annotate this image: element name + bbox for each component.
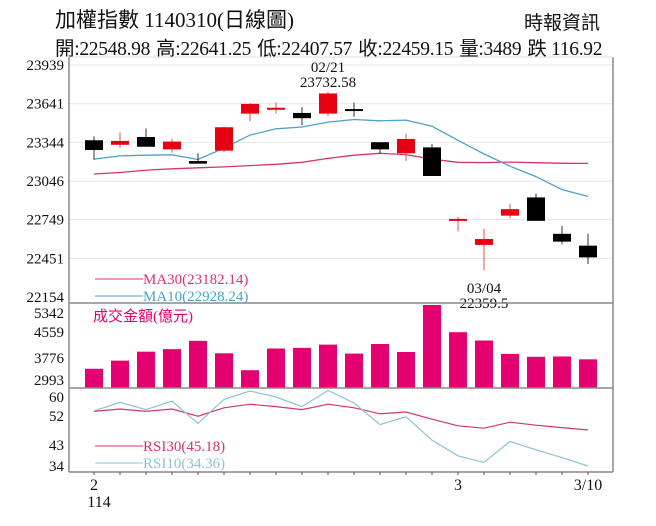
candle-up [215, 127, 233, 151]
x-tick-label: 3 [454, 477, 462, 494]
ma30-legend: MA30(23182.14) [143, 272, 248, 288]
volume-bar [553, 356, 571, 388]
candle-up [163, 141, 181, 150]
price-tick-label: 23939 [27, 58, 65, 74]
volume-bar [189, 340, 207, 388]
volume-tick-label: 2993 [34, 373, 64, 389]
annotation-date: 03/04 [467, 281, 502, 297]
candle-up [449, 218, 467, 221]
rsi-tick-label: 60 [49, 390, 64, 406]
low-value: 低:22407.57 [257, 39, 353, 60]
chart-title: 加權指數 1140310(日線圖) [55, 8, 294, 32]
close-value: 收:22459.15 [358, 39, 454, 60]
rsi30-legend: RSI30(45.18) [143, 439, 225, 455]
candle-down [371, 142, 389, 150]
price-tick-label: 23046 [27, 174, 65, 190]
volume-bar [241, 370, 259, 388]
volume-bar [449, 332, 467, 388]
candle-up [241, 103, 259, 114]
volume-bar [111, 360, 129, 388]
volume-bar [137, 351, 155, 388]
annotation-date: 02/21 [311, 60, 345, 76]
volume-bar [397, 351, 415, 388]
candle-up [267, 107, 285, 110]
candle-down [527, 197, 545, 221]
source-label: 時報資訊 [524, 13, 601, 34]
ma10-legend: MA10(22928.24) [143, 289, 248, 305]
volume-bar [163, 349, 181, 388]
candle-up [501, 209, 519, 216]
candle-down [293, 112, 311, 119]
annotation-value: 23732.58 [300, 75, 356, 91]
x-year-label: 114 [87, 494, 110, 511]
ma30-line [93, 152, 589, 175]
volume-bar [293, 347, 311, 388]
candle-up [397, 138, 415, 154]
price-tick-label: 22451 [27, 251, 65, 267]
candle-down [189, 161, 207, 164]
open-value: 開:22548.98 [55, 39, 151, 60]
rsi-tick-label: 52 [49, 409, 64, 425]
candle-up [475, 239, 493, 245]
volume-value: 量:3489 [459, 39, 522, 60]
candle-up [111, 140, 129, 145]
volume-bar [501, 353, 519, 388]
price-tick-label: 22749 [27, 213, 65, 229]
rsi10-line [93, 389, 589, 467]
volume-bar [423, 305, 441, 388]
volume-bar [267, 348, 285, 388]
volume-bar [319, 344, 337, 388]
change-value: 跌 116.92 [527, 39, 603, 60]
candle-down [423, 147, 441, 176]
candle-down [137, 137, 155, 147]
x-tick-label: 2 [90, 477, 98, 494]
rsi-tick-label: 34 [49, 459, 65, 475]
volume-tick-label: 5342 [34, 306, 64, 322]
rsi-panel: 60 52 43 34 RSI30(45.18)RSI10(34.36) [49, 389, 589, 475]
price-tick-label: 22154 [27, 290, 65, 306]
volume-bar [475, 340, 493, 388]
volume-bar [215, 353, 233, 388]
candle-down [553, 233, 571, 242]
volume-bar [527, 356, 545, 388]
annotation-value: 22359.5 [460, 296, 509, 312]
volume-bar [345, 353, 363, 388]
rsi30-line [93, 403, 589, 431]
rsi10-legend: RSI10(34.36) [143, 456, 225, 472]
volume-tick-label: 3776 [34, 351, 65, 367]
volume-panel: 5342 4559 3776 2993 成交金額(億元) [34, 305, 597, 389]
candle-down [579, 245, 597, 258]
price-panel: 23939 23641 23344 23046 22749 22451 22154 02/21… [27, 58, 613, 312]
ohlc-summary: 開:22548.98 高:22641.25 低:22407.57 收:22459.15… [55, 32, 608, 61]
rsi-tick-label: 43 [49, 438, 64, 454]
candle-down [85, 140, 103, 151]
volume-title: 成交金額(億元) [93, 307, 193, 325]
price-tick-label: 23641 [27, 97, 65, 113]
x-tick-label: 3/10 [574, 477, 602, 494]
chart-frame [68, 56, 614, 473]
volume-bar [579, 359, 597, 388]
volume-bar [371, 344, 389, 388]
candle-up [319, 93, 337, 114]
candle-down [345, 109, 363, 112]
high-value: 高:22641.25 [156, 39, 252, 60]
volume-tick-label: 4559 [34, 325, 64, 341]
ma10-line [93, 118, 589, 198]
volume-bar [85, 368, 103, 388]
price-tick-label: 23344 [27, 135, 65, 151]
